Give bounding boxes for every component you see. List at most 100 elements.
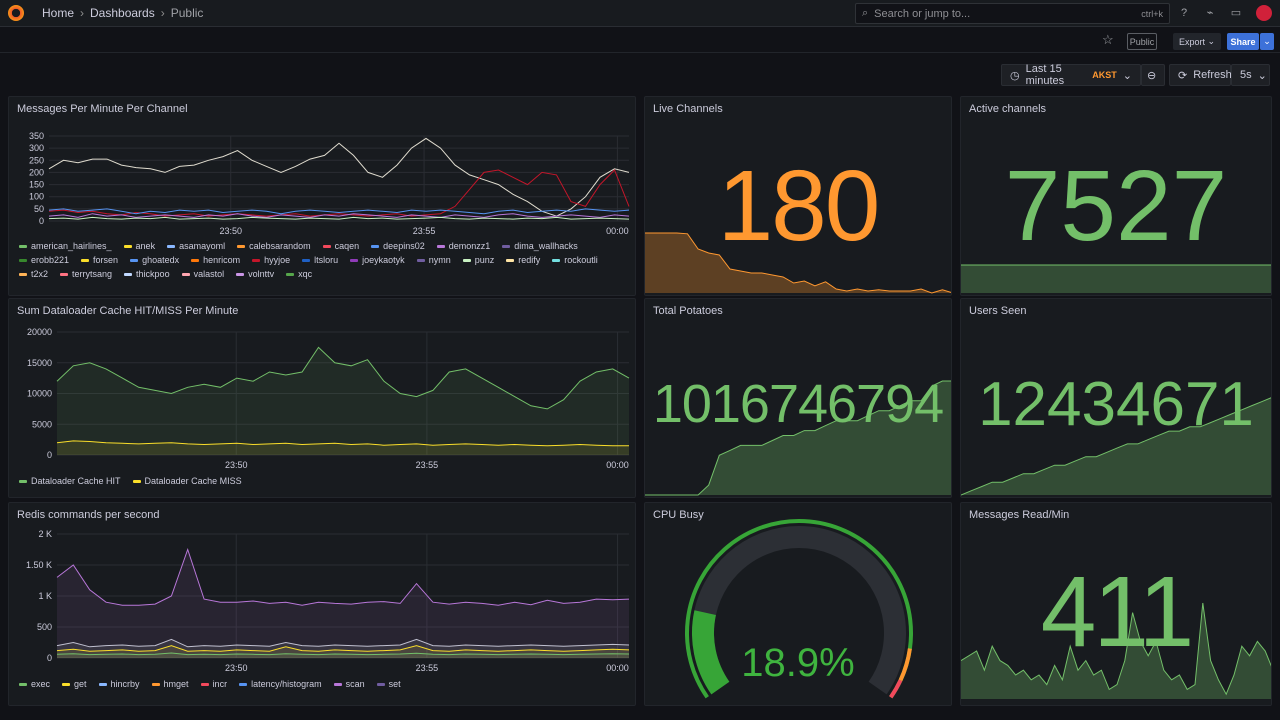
- legend-item[interactable]: forsen: [81, 255, 118, 265]
- legend-item[interactable]: t2x2: [19, 269, 48, 279]
- legend-item[interactable]: anek: [123, 241, 155, 251]
- stat-value: 1016746794: [652, 374, 944, 434]
- legend-item[interactable]: henricom: [191, 255, 240, 265]
- dashboard-toolbar: ☆ Public Export ⌄ Share ⌄: [0, 28, 1280, 53]
- legend-item[interactable]: erobb221: [19, 255, 69, 265]
- legend-item[interactable]: nymn: [416, 255, 451, 265]
- panel-title: Sum Dataloader Cache HIT/MISS Per Minute: [17, 305, 239, 317]
- legend-swatch: [191, 258, 200, 262]
- legend-item[interactable]: set: [376, 679, 401, 689]
- legend-item[interactable]: calebsarandom: [237, 241, 311, 251]
- gauge-value: 18.9%: [741, 641, 855, 685]
- legend-item[interactable]: valastol: [181, 269, 224, 279]
- legend-label: hyyjoe: [264, 255, 291, 265]
- legend-swatch: [376, 682, 385, 686]
- legend-item[interactable]: joeykaotyk: [350, 255, 405, 265]
- refresh-label: Refresh: [1193, 69, 1232, 81]
- user-avatar[interactable]: [1256, 5, 1272, 21]
- series-area-Dataloader Cache HIT: [57, 347, 629, 455]
- legend-item[interactable]: punz: [462, 255, 494, 265]
- legend-label: dima_wallhacks: [514, 241, 578, 251]
- y-tick-label: 15000: [27, 358, 52, 368]
- legend-label: calebsarandom: [249, 241, 311, 251]
- export-button[interactable]: Export ⌄: [1173, 33, 1221, 50]
- breadcrumb-home[interactable]: Home: [42, 6, 75, 20]
- share-dropdown-button[interactable]: ⌄: [1260, 33, 1274, 50]
- legend-label: henricom: [203, 255, 241, 265]
- legend-label: get: [74, 679, 87, 689]
- panel-title: Redis commands per second: [17, 509, 160, 521]
- messages-chart: 0 50 100 150 200 250 300 350 23:50 23:55 00:00: [29, 131, 630, 236]
- panel-live-channels: Live Channels 180: [644, 96, 952, 296]
- stat-value: 180: [717, 150, 881, 262]
- legend-item[interactable]: ghoatedx: [130, 255, 179, 265]
- legend-label: xqc: [298, 269, 313, 279]
- panel-active-channels: Active channels 7527: [960, 96, 1272, 296]
- legend-item[interactable]: rockoutli: [552, 255, 598, 265]
- legend-item[interactable]: caqen: [322, 241, 359, 251]
- legend-swatch: [322, 244, 331, 248]
- legend-item[interactable]: Dataloader Cache HIT: [19, 476, 121, 486]
- legend-swatch: [19, 272, 27, 276]
- legend-item[interactable]: hincrby: [98, 679, 140, 689]
- y-tick-label: 0: [47, 653, 52, 663]
- cpu-gauge: [685, 519, 913, 699]
- legend-item[interactable]: deepins02: [371, 241, 425, 251]
- chevron-right-icon: ›: [80, 6, 85, 20]
- help-icon[interactable]: ?: [1180, 7, 1188, 19]
- legend-item[interactable]: american_hairlines_: [19, 241, 112, 251]
- search-input[interactable]: ⌕ Search or jump to... ctrl+k: [855, 3, 1170, 24]
- legend-item[interactable]: xqc: [286, 269, 312, 279]
- grafana-logo-icon[interactable]: [8, 5, 24, 21]
- sparkline-area: [961, 265, 1271, 293]
- star-icon[interactable]: ☆: [1102, 32, 1114, 47]
- legend-swatch: [252, 258, 261, 262]
- share-button[interactable]: Share: [1227, 33, 1259, 50]
- panel-messages-read: Messages Read/Min 411: [960, 502, 1272, 706]
- legend-item[interactable]: asamayoml: [167, 241, 225, 251]
- y-tick-label: 1 K: [38, 591, 52, 601]
- legend-item[interactable]: get: [62, 679, 87, 689]
- legend-item[interactable]: Dataloader Cache MISS: [132, 476, 242, 486]
- panel-title: Active channels: [969, 103, 1047, 115]
- chart-legend: Dataloader Cache HIT Dataloader Cache MIS…: [19, 476, 629, 486]
- refresh-interval: 5s: [1240, 69, 1252, 81]
- breadcrumb-dashboards[interactable]: Dashboards: [90, 6, 155, 20]
- legend-item[interactable]: demonzz1: [436, 241, 490, 251]
- cache-chart: 0 5000 10000 15000 20000 23:50 23:55 00:00: [27, 327, 630, 470]
- news-feed-icon[interactable]: ⌁: [1206, 7, 1214, 19]
- legend-swatch: [19, 244, 27, 248]
- legend-swatch: [436, 244, 445, 248]
- legend-swatch: [200, 682, 209, 686]
- panel-title: Messages Read/Min: [969, 509, 1070, 521]
- chart-legend: exec get hincrby hmget incr latency/histogram…: [19, 679, 629, 689]
- threshold-arc-orange: [898, 648, 912, 682]
- kiosk-mode-icon[interactable]: ▭: [1230, 7, 1242, 19]
- series-line-deepins02: [48, 208, 630, 215]
- legend-item[interactable]: latency/histogram: [239, 679, 322, 689]
- legend-item[interactable]: terrytsang: [60, 269, 112, 279]
- legend-item[interactable]: redify: [506, 255, 540, 265]
- legend-item[interactable]: hmget: [151, 679, 189, 689]
- legend-item[interactable]: hyyjoe: [252, 255, 290, 265]
- stat-value: 7527: [1004, 150, 1228, 262]
- x-tick-label: 23:50: [225, 460, 248, 470]
- legend-item[interactable]: dima_wallhacks: [502, 241, 578, 251]
- refresh-button[interactable]: ⟳ Refresh: [1169, 64, 1232, 86]
- refresh-interval-picker[interactable]: 5s ⌄: [1231, 64, 1270, 86]
- y-tick-label: 150: [29, 180, 44, 190]
- panel-total-potatoes: Total Potatoes 1016746794: [644, 298, 952, 498]
- legend-item[interactable]: thickpoo: [124, 269, 170, 279]
- legend-item[interactable]: ltsloru: [302, 255, 338, 265]
- legend-label: forsen: [93, 255, 119, 265]
- legend-item[interactable]: volnttv: [236, 269, 274, 279]
- legend-swatch: [502, 244, 511, 248]
- sparkline: [961, 264, 1271, 293]
- legend-item[interactable]: exec: [19, 679, 50, 689]
- y-tick-label: 200: [29, 167, 44, 177]
- legend-item[interactable]: scan: [333, 679, 365, 689]
- zoom-out-button[interactable]: ⊖: [1141, 64, 1165, 86]
- legend-item[interactable]: incr: [200, 679, 227, 689]
- export-label: Export: [1178, 36, 1205, 47]
- time-range-picker[interactable]: ◷ Last 15 minutes AKST ⌄: [1001, 63, 1141, 87]
